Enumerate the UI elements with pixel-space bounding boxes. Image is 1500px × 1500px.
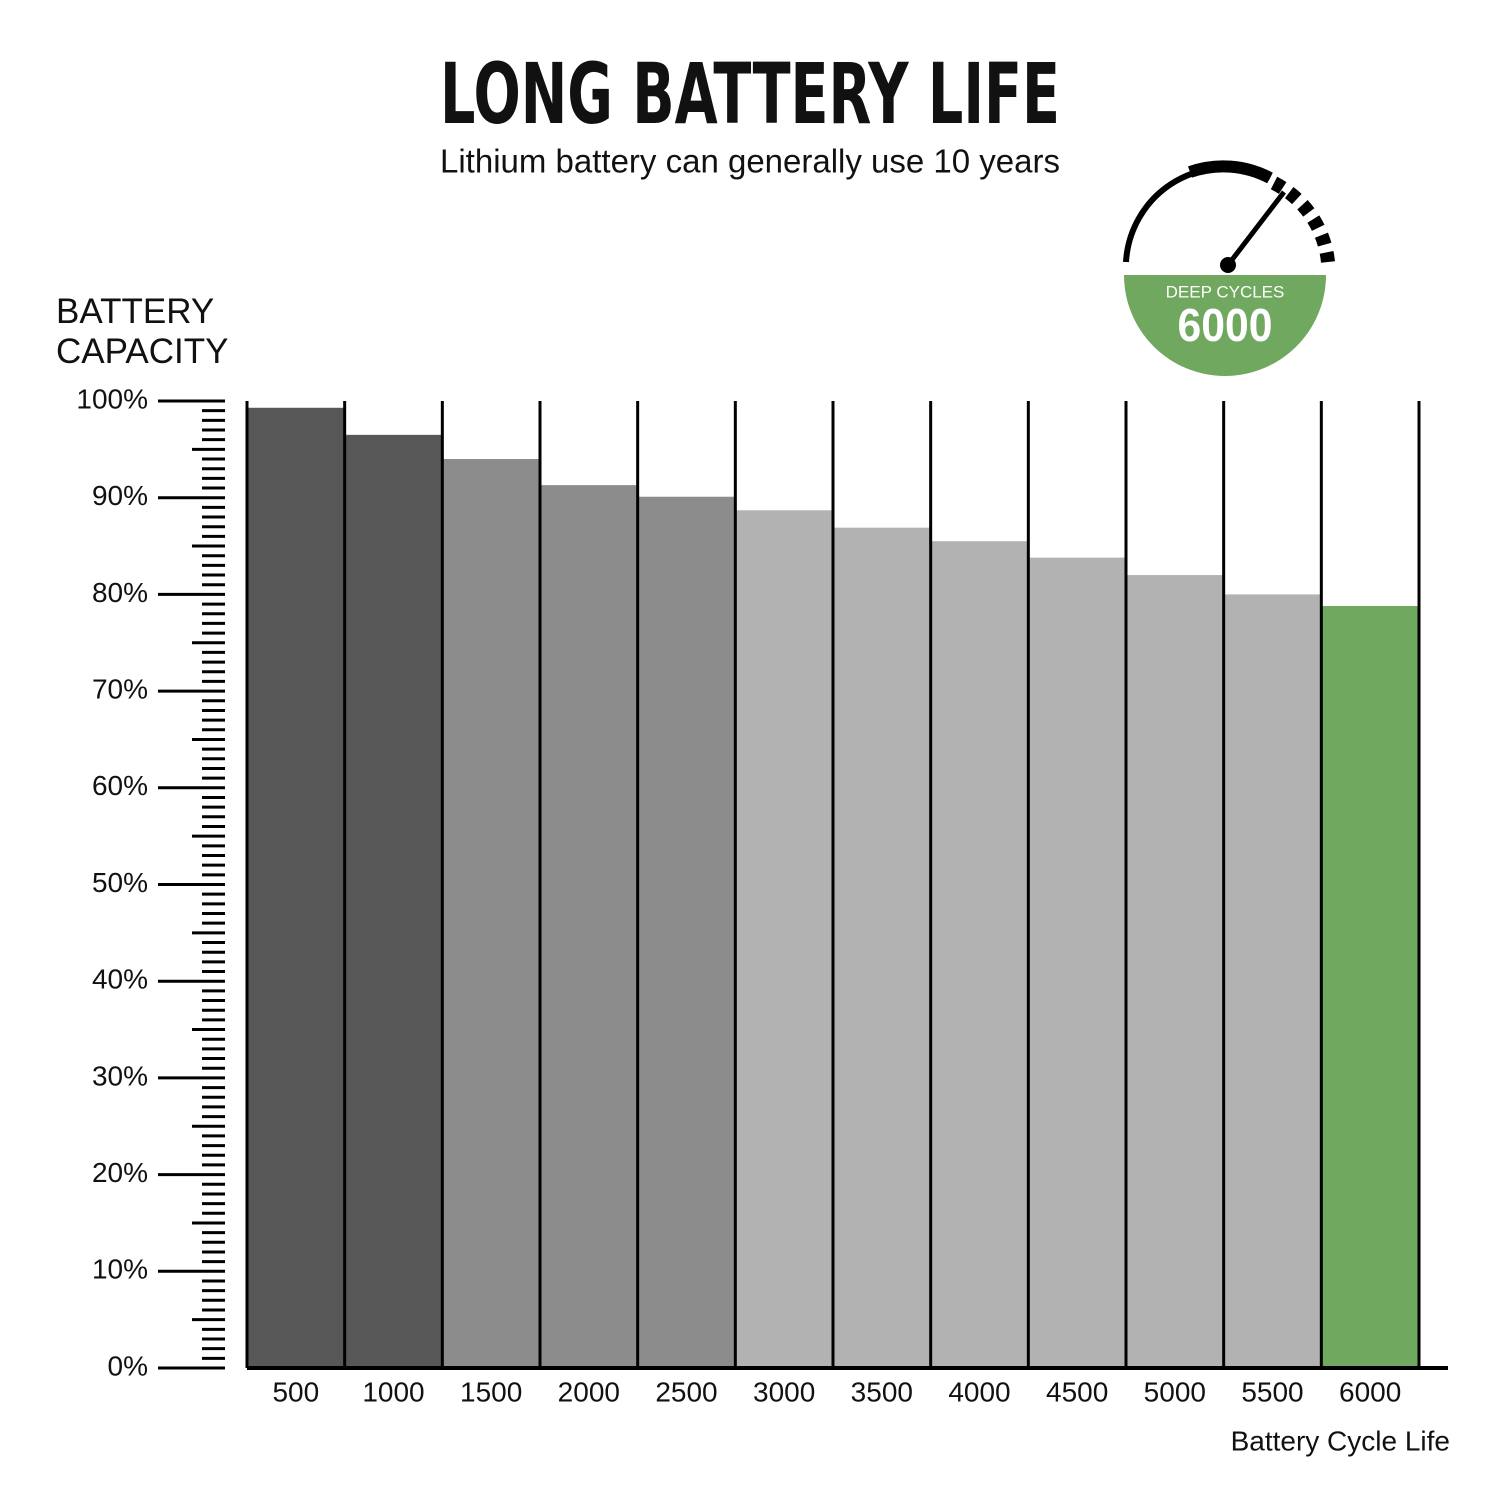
- y-tick-label: 70%: [92, 673, 148, 704]
- y-axis-title: BATTERY CAPACITY: [56, 292, 229, 371]
- x-tick-label: 3500: [851, 1376, 913, 1407]
- gauge-hub: [1220, 257, 1236, 273]
- bar: [1321, 606, 1419, 1368]
- x-tick-label: 500: [272, 1376, 319, 1407]
- bar: [735, 510, 833, 1368]
- gauge-arc: [1123, 164, 1272, 263]
- x-tick-label: 4500: [1046, 1376, 1108, 1407]
- badge-value: 6000: [1178, 299, 1273, 351]
- gauge-needle: [1226, 190, 1286, 267]
- badge: DEEP CYCLES 6000: [1123, 160, 1335, 376]
- x-tick-label: 3000: [753, 1376, 815, 1407]
- bar: [1126, 575, 1224, 1368]
- x-tick-label: 2500: [655, 1376, 717, 1407]
- x-tick-label: 5500: [1241, 1376, 1303, 1407]
- y-tick-label: 100%: [76, 383, 148, 414]
- y-tick-label: 0%: [108, 1350, 148, 1381]
- gauge-arc-thick: [1188, 160, 1273, 184]
- bar: [344, 434, 443, 1369]
- y-tick-label: 40%: [92, 964, 148, 995]
- y-tick-label: 80%: [92, 577, 148, 608]
- x-tick-label: 4000: [948, 1376, 1010, 1407]
- y-tick-label: 90%: [92, 480, 148, 511]
- bar: [833, 527, 931, 1368]
- badge-fill: [1124, 275, 1326, 376]
- y-tick-label: 10%: [92, 1254, 148, 1285]
- bar: [1028, 557, 1126, 1368]
- x-tick-label: 2000: [558, 1376, 620, 1407]
- y-tick-label: 60%: [92, 770, 148, 801]
- badge-label: DEEP CYCLES: [1166, 282, 1285, 301]
- x-axis-title: Battery Cycle Life: [1231, 1425, 1450, 1456]
- x-tick-label: 1500: [460, 1376, 522, 1407]
- bar: [1223, 594, 1322, 1368]
- bar: [442, 459, 540, 1368]
- x-tick-label: 5000: [1144, 1376, 1206, 1407]
- y-tick-label: 20%: [92, 1157, 148, 1188]
- bar: [930, 541, 1029, 1368]
- chart-subtitle: Lithium battery can generally use 10 yea…: [440, 143, 1060, 180]
- bar: [637, 496, 736, 1368]
- chart-title: LONG BATTERY LIFE: [440, 45, 1060, 143]
- y-tick-label: 30%: [92, 1060, 148, 1091]
- x-tick-label: 6000: [1339, 1376, 1401, 1407]
- y-tick-label: 50%: [92, 867, 148, 898]
- bar: [247, 407, 345, 1368]
- x-tick-label: 1000: [362, 1376, 424, 1407]
- bar: [540, 485, 638, 1368]
